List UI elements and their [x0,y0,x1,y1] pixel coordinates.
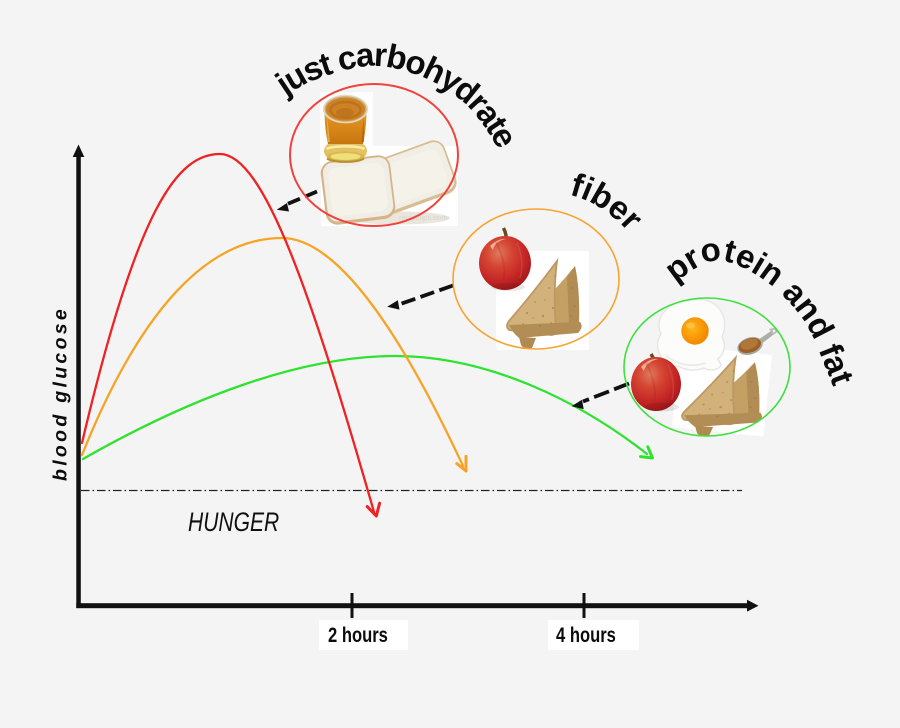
svg-text:HUNGER: HUNGER [188,508,279,538]
svg-text:2 hours: 2 hours [328,624,388,647]
svg-text:blood glucose: blood glucose [50,306,72,481]
svg-text:4 hours: 4 hours [556,624,616,647]
svg-text:recipetips.com: recipetips.com [399,213,447,222]
